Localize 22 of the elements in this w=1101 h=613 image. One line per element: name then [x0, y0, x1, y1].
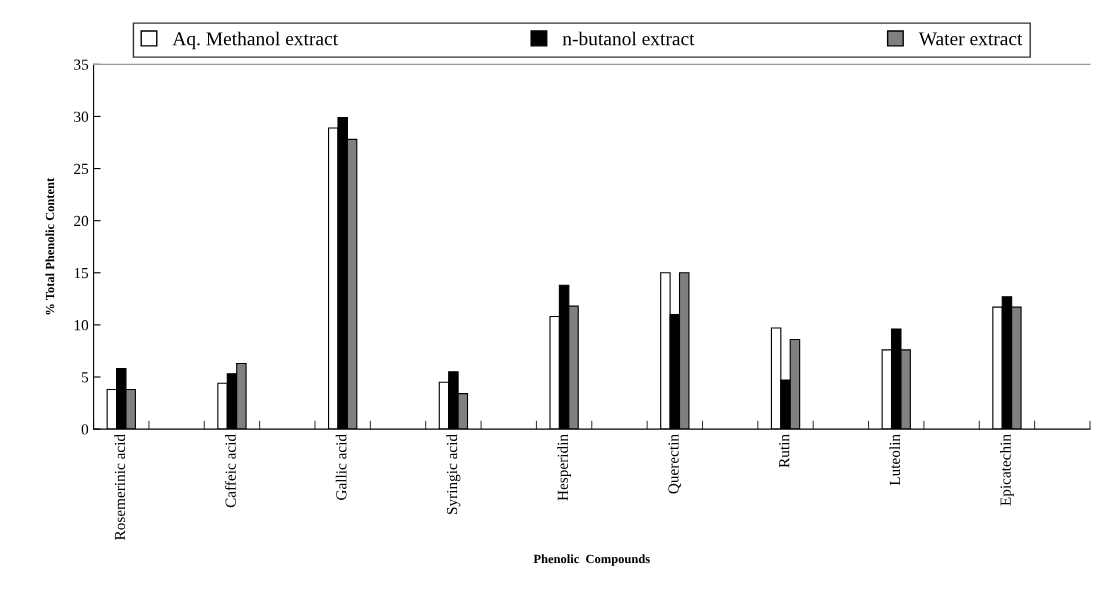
x-axis-title: Phenolic Compounds: [533, 554, 650, 566]
y-axis-title: % Total Phenolic Content: [45, 177, 55, 315]
x-tick-label: Caffeic acid: [224, 434, 236, 508]
legend-label: Water extract: [918, 32, 1023, 46]
y-tick-label: 25: [74, 163, 89, 175]
x-tick-label: Luteolin: [889, 434, 901, 486]
y-tick-label: 15: [74, 268, 89, 279]
x-tick-label: Epicatechin: [1000, 434, 1014, 506]
x-tick-label: Hesperidin: [557, 434, 572, 501]
legend-label: Aq. Methanol extract: [172, 31, 338, 50]
y-tick-label: 5: [81, 372, 89, 383]
y-tick-label: 0: [81, 424, 89, 435]
legend-label: n-butanol extract: [562, 31, 695, 46]
x-tick-label: Querectin: [668, 434, 681, 494]
y-tick-label: 10: [74, 320, 89, 331]
y-tick-label: 35: [74, 59, 89, 70]
x-tick-label: Rosemerinic acid: [114, 434, 126, 541]
y-tick-label: 30: [74, 111, 89, 122]
x-tick-label: Rutin: [779, 434, 790, 468]
x-tick-label: Gallic acid: [335, 434, 347, 500]
x-tick-label: Syringic acid: [446, 434, 461, 514]
y-tick-label: 20: [74, 215, 89, 227]
